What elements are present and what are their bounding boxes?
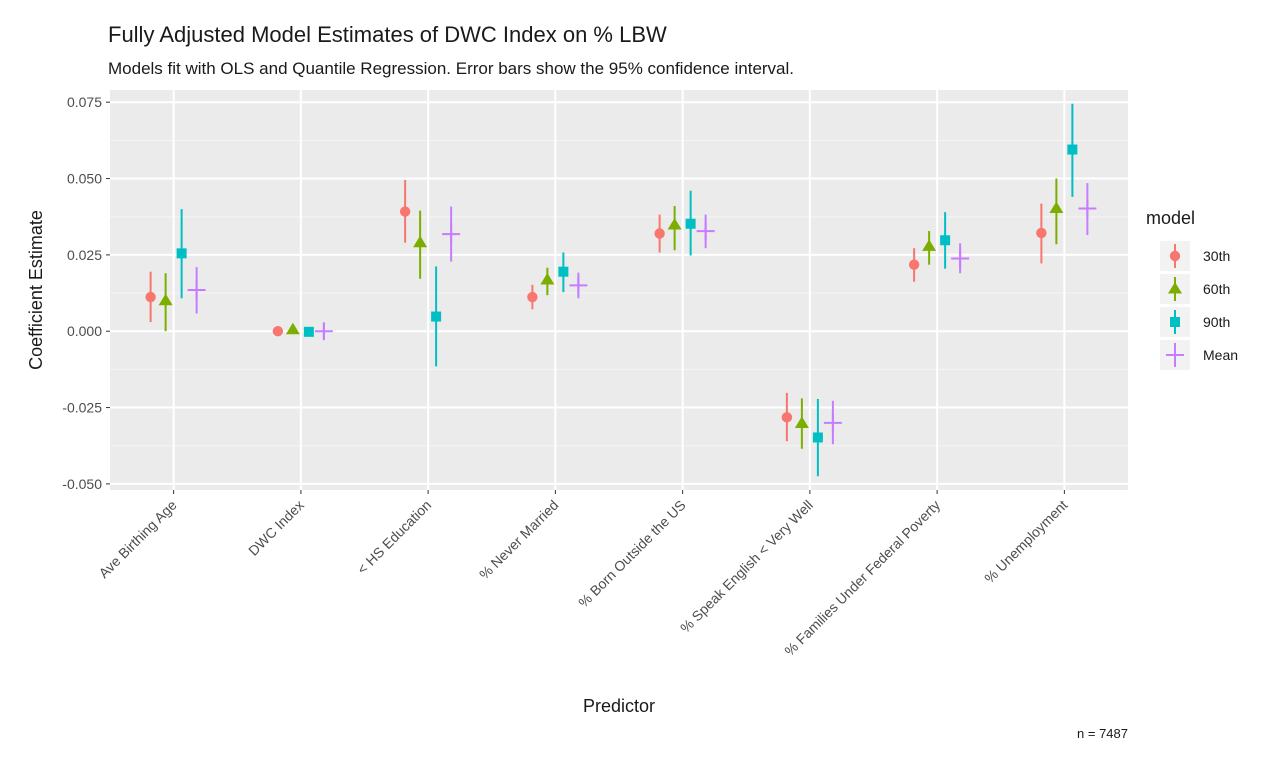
y-tick-label: 0.050 — [67, 171, 102, 187]
chart-subtitle: Models fit with OLS and Quantile Regress… — [108, 59, 794, 78]
legend-key-marker — [1170, 317, 1180, 327]
data-point — [272, 326, 284, 337]
data-point — [442, 225, 461, 244]
data-point — [176, 248, 187, 259]
data-point — [1067, 144, 1078, 155]
x-tick-label: % Unemployment — [981, 497, 1071, 587]
data-point — [823, 413, 842, 432]
x-tick-label: DWC Index — [245, 497, 307, 559]
y-tick-label: -0.025 — [62, 400, 102, 416]
legend-label: Mean — [1203, 347, 1238, 363]
legend-key-marker — [1166, 346, 1184, 364]
data-point — [158, 293, 173, 306]
data-marks — [145, 103, 1097, 477]
x-tick-label: % Families Under Federal Poverty — [781, 497, 943, 659]
caption: n = 7487 — [1077, 726, 1128, 741]
data-point — [1049, 201, 1064, 214]
data-point — [303, 326, 314, 337]
y-tick-label: 0.000 — [67, 323, 102, 339]
data-point — [812, 432, 823, 443]
data-point — [685, 218, 696, 229]
data-point — [1036, 227, 1047, 239]
series-90th — [176, 103, 1078, 477]
x-axis-title: Predictor — [583, 696, 655, 716]
grid-minor — [110, 139, 1128, 447]
legend-title: model — [1146, 208, 1195, 228]
data-point — [431, 311, 442, 322]
data-point — [540, 272, 555, 285]
data-point — [314, 322, 333, 341]
data-point — [696, 222, 715, 241]
series-30th — [145, 180, 1047, 442]
y-tick-label: -0.050 — [62, 476, 102, 492]
series-Mean — [187, 183, 1097, 445]
x-tick-label: Ave Birthing Age — [95, 497, 179, 581]
legend: model 30th 60th 90th Mean — [1146, 208, 1238, 370]
data-point — [667, 217, 682, 230]
series-60th — [158, 178, 1064, 449]
x-tick-label: % Born Outside the US — [575, 497, 689, 611]
data-point — [908, 259, 920, 270]
data-point — [399, 206, 411, 217]
grid-major — [110, 90, 1128, 490]
data-point — [413, 235, 428, 248]
y-axis-ticks: 0.075 0.050 0.025 0.000 -0.025 -0.050 — [62, 94, 110, 492]
data-point — [1078, 199, 1097, 218]
data-point — [940, 235, 951, 246]
data-point — [145, 291, 156, 303]
data-point — [187, 281, 206, 299]
legend-label: 60th — [1203, 281, 1230, 297]
chart-title: Fully Adjusted Model Estimates of DWC In… — [108, 22, 667, 47]
data-point — [285, 322, 300, 335]
legend-label: 90th — [1203, 314, 1230, 330]
x-tick-label: % Never Married — [476, 497, 562, 583]
data-point — [569, 276, 588, 295]
data-point — [951, 249, 970, 268]
plot-panel — [110, 90, 1128, 490]
data-point — [781, 412, 793, 423]
y-axis-title: Coefficient Estimate — [26, 210, 46, 370]
legend-label: 30th — [1203, 248, 1230, 264]
data-point — [558, 266, 569, 277]
legend-key-marker — [1169, 250, 1181, 262]
legend-key-marker — [1168, 282, 1182, 294]
x-tick-label: < HS Education — [354, 497, 434, 577]
y-tick-label: 0.025 — [67, 247, 102, 263]
data-point — [922, 239, 937, 251]
x-axis-ticks: Ave Birthing Age DWC Index < HS Education%… — [95, 490, 1071, 659]
data-point — [527, 291, 538, 303]
data-point — [654, 228, 665, 239]
x-tick-label: % Speak English < Very Well — [677, 497, 816, 636]
y-tick-label: 0.075 — [67, 94, 102, 110]
data-point — [794, 416, 809, 428]
